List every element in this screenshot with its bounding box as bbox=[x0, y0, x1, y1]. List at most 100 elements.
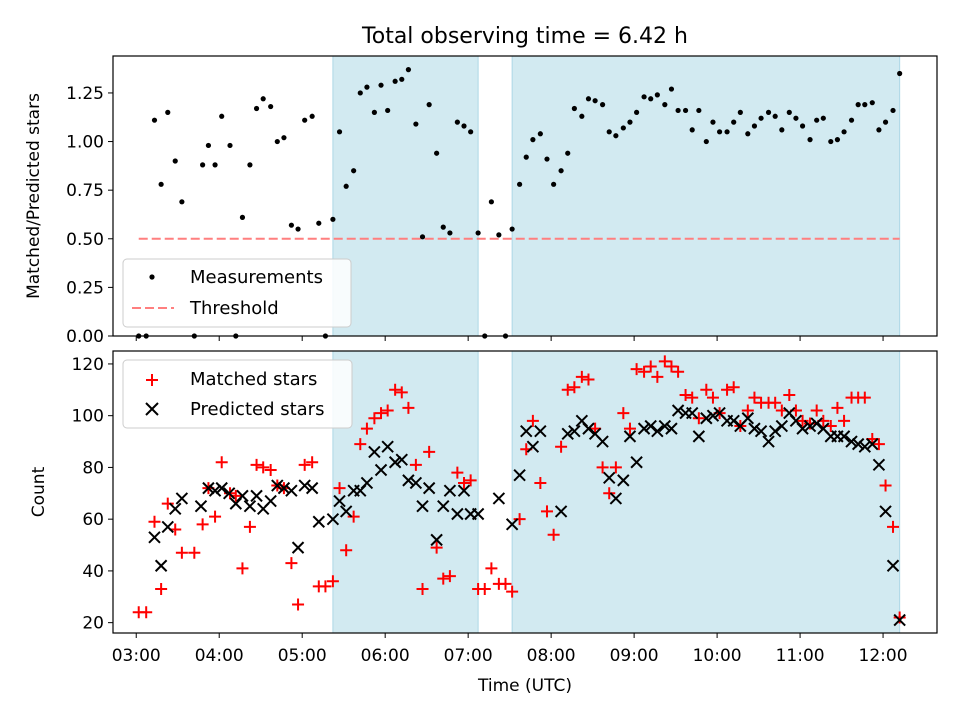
predicted-star-marker bbox=[603, 471, 616, 484]
measurement-point bbox=[378, 82, 384, 88]
measurement-point bbox=[565, 150, 571, 156]
y-tick-label: 0.75 bbox=[66, 181, 104, 201]
bottom-x-ticks: 03:00 04:00 05:00 06:00 07:00 08:00 09:00 10:00… bbox=[112, 633, 908, 666]
predicted-star-marker bbox=[236, 489, 249, 503]
predicted-star-marker bbox=[285, 484, 298, 497]
predicted-star-marker bbox=[706, 409, 720, 422]
predicted-star-marker bbox=[305, 481, 319, 495]
top-axes-frame bbox=[112, 55, 938, 337]
measurement-point bbox=[662, 102, 668, 108]
measurement-point bbox=[364, 84, 370, 90]
measurement-point bbox=[496, 232, 502, 238]
predicted-star-marker bbox=[644, 419, 657, 433]
measurement-point bbox=[151, 117, 158, 123]
top-x-ticks bbox=[135, 336, 884, 341]
measurement-point bbox=[703, 138, 709, 145]
predicted-star-marker bbox=[202, 481, 215, 495]
predicted-star-marker bbox=[866, 437, 879, 451]
measurement-point bbox=[212, 162, 218, 168]
measurement-point bbox=[820, 115, 826, 121]
measurement-point bbox=[737, 109, 743, 115]
y-tick-label: 80 bbox=[82, 458, 104, 478]
matched-legend-marker bbox=[146, 374, 158, 386]
shaded-region bbox=[332, 350, 479, 634]
matched-star-marker bbox=[340, 544, 353, 557]
threshold-legend-label: Threshold bbox=[189, 298, 279, 319]
measurement-point bbox=[648, 96, 654, 102]
predicted-star-marker bbox=[775, 419, 789, 433]
matched-star-marker bbox=[264, 464, 277, 477]
measurement-point bbox=[869, 100, 875, 106]
matched-star-marker bbox=[665, 360, 678, 373]
top-shaded-regions bbox=[332, 55, 901, 337]
figure-title: Total observing time = 6.42 h bbox=[361, 24, 688, 49]
predicted-star-marker bbox=[250, 489, 263, 503]
matched-star-marker bbox=[887, 520, 900, 533]
matched-star-marker bbox=[547, 528, 560, 541]
measurement-point bbox=[627, 119, 633, 125]
measurement-point bbox=[440, 224, 446, 230]
y-tick-label: 100 bbox=[72, 407, 104, 427]
y-tick-label: 120 bbox=[72, 355, 104, 375]
measurement-point bbox=[537, 131, 543, 137]
measurement-point bbox=[716, 129, 723, 135]
predicted-star-marker bbox=[505, 518, 519, 531]
matched-star-marker bbox=[741, 404, 754, 417]
matched-legend-label: Matched stars bbox=[190, 369, 317, 390]
measurement-point bbox=[841, 129, 847, 135]
predicted-star-marker bbox=[395, 453, 408, 466]
y-tick-label: 20 bbox=[82, 614, 104, 634]
measurement-point bbox=[786, 109, 792, 115]
predicted-star-marker bbox=[858, 440, 872, 453]
top-legend: Measurements Threshold bbox=[122, 258, 352, 328]
matched-star-marker bbox=[679, 388, 692, 401]
measurement-point bbox=[654, 92, 660, 98]
matched-star-marker bbox=[395, 386, 408, 399]
matched-star-marker bbox=[609, 461, 622, 474]
predicted-star-marker bbox=[222, 487, 236, 500]
predicted-star-marker bbox=[893, 613, 906, 627]
measurement-point bbox=[371, 109, 377, 115]
predicted-star-marker bbox=[360, 476, 374, 490]
predicted-star-marker bbox=[658, 419, 672, 433]
predicted-star-marker bbox=[381, 440, 394, 453]
measurement-point bbox=[413, 121, 419, 127]
matched-star-marker bbox=[727, 381, 740, 394]
predicted-star-marker bbox=[169, 502, 182, 516]
matched-star-marker bbox=[748, 391, 761, 404]
matched-star-marker bbox=[644, 360, 657, 373]
measurement-point bbox=[745, 131, 751, 137]
matched-star-marker bbox=[209, 510, 222, 523]
measurement-point bbox=[876, 127, 882, 133]
x-axis-label: Time (UTC) bbox=[477, 676, 572, 696]
matched-star-marker bbox=[796, 414, 809, 427]
predicted-star-marker bbox=[879, 505, 892, 518]
predicted-legend-label: Predicted stars bbox=[190, 399, 324, 420]
top-panel: 0.00 0.25 0.50 0.75 1.00 1.25 Matched/Predict… bbox=[24, 55, 938, 347]
predicted-star-marker bbox=[692, 430, 706, 443]
measurement-point bbox=[579, 113, 585, 119]
predicted-star-marker bbox=[768, 424, 782, 438]
matched-star-marker bbox=[686, 391, 699, 404]
matched-star-marker bbox=[879, 479, 892, 492]
measurement-point bbox=[710, 119, 716, 125]
matched-star-marker bbox=[623, 422, 636, 435]
matched-star-marker bbox=[257, 461, 270, 474]
measurement-point bbox=[530, 137, 536, 143]
measurement-point bbox=[179, 199, 185, 205]
measurement-point bbox=[620, 125, 626, 131]
predicted-legend-marker bbox=[145, 402, 159, 416]
predicted-star-marker bbox=[437, 500, 450, 513]
predicted-star-marker bbox=[609, 492, 623, 505]
matched-star-marker bbox=[810, 404, 823, 417]
matched-star-marker bbox=[215, 456, 228, 469]
predicted-star-marker bbox=[457, 484, 471, 497]
measurement-point bbox=[295, 226, 301, 232]
y-tick-label: 1.00 bbox=[66, 133, 104, 153]
measurement-point bbox=[675, 107, 681, 114]
matched-star-marker bbox=[561, 383, 574, 396]
measurement-point bbox=[302, 117, 308, 123]
measurement-point bbox=[890, 107, 896, 114]
matched-star-marker bbox=[443, 570, 456, 583]
predicted-star-marker bbox=[422, 481, 436, 495]
